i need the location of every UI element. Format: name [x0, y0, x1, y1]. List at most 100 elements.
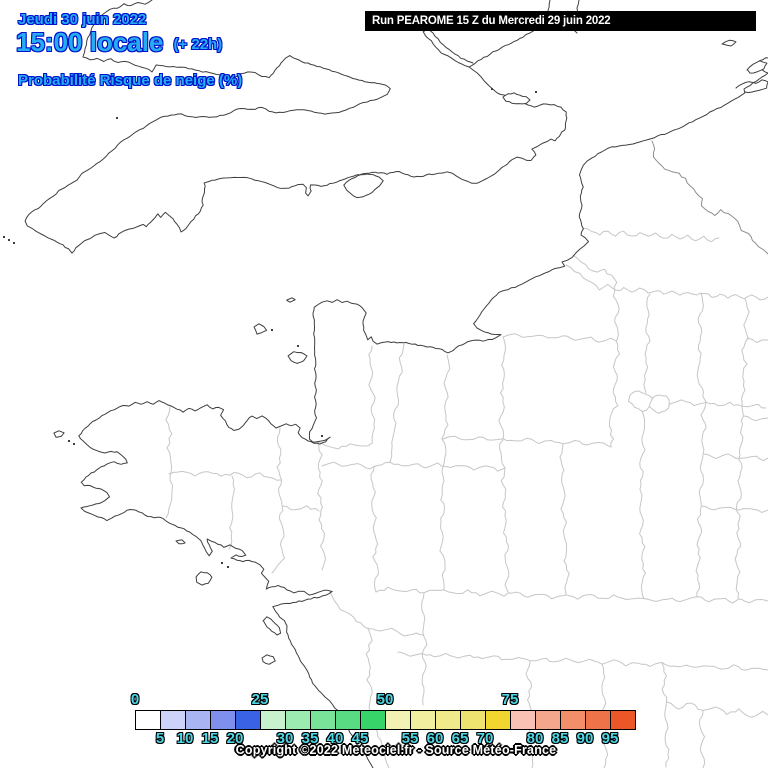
- department-border: [282, 505, 320, 512]
- islet-dot: [73, 443, 75, 445]
- legend-tick-label: 20: [226, 730, 244, 747]
- department-border: [699, 710, 706, 768]
- island-outline: [286, 297, 296, 303]
- legend-tick-label: 40: [326, 730, 344, 747]
- department-border: [321, 461, 506, 472]
- legend-cell: [610, 710, 636, 730]
- coastline: [422, 28, 474, 68]
- islet-dot: [535, 91, 537, 93]
- department-border: [370, 465, 379, 593]
- department-border: [703, 453, 768, 462]
- legend-cell: [135, 710, 161, 730]
- department-border: [743, 415, 768, 422]
- legend-tick-label: 15: [201, 730, 219, 747]
- legend-tick-label: 75: [501, 691, 519, 708]
- island-outline: [53, 430, 65, 438]
- legend-tick-label: 85: [551, 730, 569, 747]
- department-border: [572, 254, 620, 448]
- department-border: [397, 651, 768, 671]
- forecast-offset-label: (+ 22h): [173, 36, 223, 53]
- variable-label: Probabilité Risque de neige (%): [18, 72, 243, 89]
- department-border: [669, 399, 767, 409]
- legend-tick-label: 35: [301, 730, 319, 747]
- department-border: [365, 627, 390, 768]
- legend-cell: [210, 710, 236, 730]
- department-border: [734, 298, 750, 599]
- legend-tick-label: 50: [376, 691, 394, 708]
- legend-tick-label: 70: [476, 730, 494, 747]
- country-border: [651, 140, 768, 255]
- legend-cell: [235, 710, 261, 730]
- legend-tick-label: 10: [176, 730, 194, 747]
- run-info-bar: Run PEAROME 15 Z du Mercredi 29 juin 202…: [365, 11, 756, 31]
- department-border: [500, 467, 510, 593]
- department-border: [559, 443, 570, 595]
- legend-cell: [360, 710, 386, 730]
- island-outline: [253, 323, 268, 335]
- department-border: [695, 401, 707, 598]
- legend-cell: [310, 710, 336, 730]
- department-border: [442, 435, 612, 448]
- legend-tick-label: 65: [451, 730, 469, 747]
- islet-dot: [3, 236, 5, 238]
- copyright-label: Copyright ©2022 Meteociel.fr - Source Mé…: [235, 743, 557, 757]
- legend-cell: [585, 710, 611, 730]
- island-outline: [261, 654, 276, 665]
- legend-cell: [435, 710, 461, 730]
- islet-dot: [491, 88, 493, 90]
- legend-cell: [385, 710, 411, 730]
- department-border: [639, 410, 646, 496]
- legend-cell: [185, 710, 211, 730]
- department-border: [389, 343, 405, 463]
- legend-tick-label: 95: [601, 730, 619, 747]
- department-border: [666, 701, 768, 718]
- legend-color-scale: [135, 710, 636, 730]
- legend-tick-label: 80: [526, 730, 544, 747]
- department-border: [639, 494, 646, 600]
- department-border: [329, 591, 425, 637]
- department-border: [439, 354, 451, 591]
- legend-cell: [260, 710, 286, 730]
- legend-cell: [535, 710, 561, 730]
- islet-dot: [297, 345, 299, 347]
- department-border: [502, 333, 617, 343]
- department-border: [661, 662, 670, 768]
- legend-tick-label: 45: [351, 730, 369, 747]
- coastline: [735, 79, 768, 94]
- department-border: [498, 336, 506, 469]
- department-border: [421, 592, 428, 706]
- island-outline: [175, 539, 186, 545]
- legend-cell: [460, 710, 486, 730]
- island-outline: [746, 60, 768, 74]
- legend-tick-label: 30: [276, 730, 294, 747]
- islet-dot: [227, 566, 229, 568]
- department-border: [696, 292, 707, 403]
- island-outline: [343, 173, 384, 199]
- legend-cell: [160, 710, 186, 730]
- islet-dot: [221, 562, 223, 564]
- department-border: [375, 586, 768, 604]
- island-outline: [721, 39, 737, 47]
- islet-dot: [68, 440, 70, 442]
- time-row: 15:00 locale (+ 22h): [16, 27, 222, 58]
- islet-dot: [271, 329, 273, 331]
- department-border: [582, 227, 720, 243]
- islet-dot: [321, 435, 323, 437]
- legend-tick-label: 90: [576, 730, 594, 747]
- islet-dot: [8, 239, 10, 241]
- department-border: [643, 293, 651, 394]
- legend-cell: [410, 710, 436, 730]
- island-outline: [195, 571, 213, 586]
- coastline: [78, 72, 768, 768]
- legend-tick-label: 5: [155, 730, 165, 747]
- department-border: [701, 505, 768, 513]
- department-border: [228, 475, 235, 550]
- department-border: [271, 427, 285, 574]
- islet-dot: [13, 242, 15, 244]
- date-label: Jeudi 30 juin 2022: [18, 11, 147, 28]
- legend-tick-label: 55: [401, 730, 419, 747]
- department-border: [565, 264, 768, 301]
- island-outline: [502, 92, 531, 105]
